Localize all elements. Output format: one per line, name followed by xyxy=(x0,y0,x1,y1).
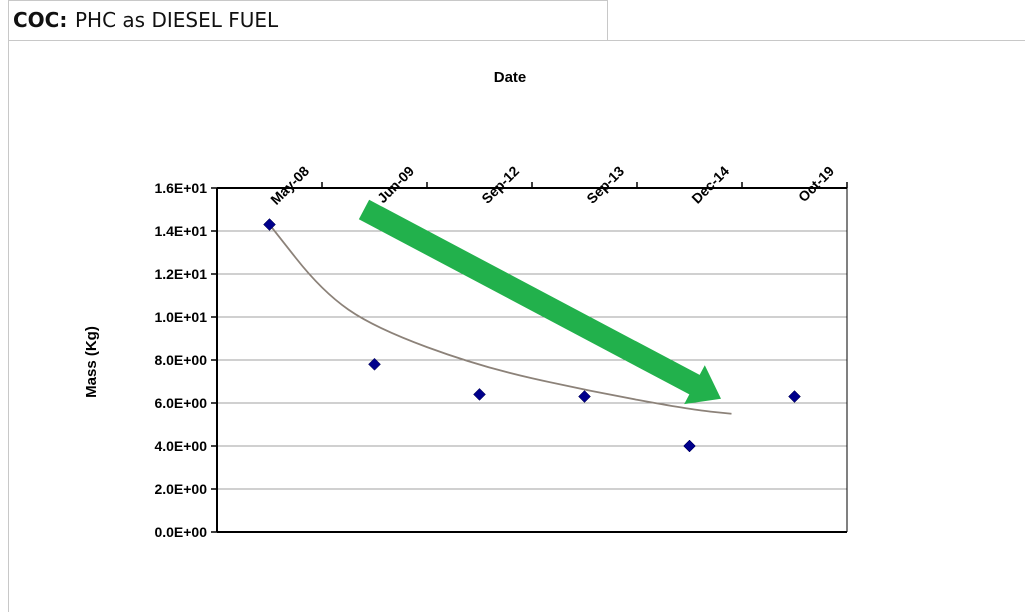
coc-cell: COC: PHC as DIESEL FUEL xyxy=(8,0,608,40)
y-tick-label-0: 0.0E+00 xyxy=(154,524,207,540)
y-tick-label-3: 6.0E+00 xyxy=(154,395,207,411)
y-axis-title: Mass (Kg) xyxy=(83,326,100,398)
data-point-1 xyxy=(368,357,381,371)
data-point-5 xyxy=(788,390,801,403)
trend-arrow xyxy=(358,199,722,405)
data-point-4 xyxy=(683,439,696,453)
x-axis-title: Date xyxy=(494,69,527,86)
trend-arrow-shape xyxy=(358,199,722,405)
trendline xyxy=(268,223,732,415)
y-tick-label-7: 1.4E+01 xyxy=(154,223,207,239)
y-tick-label-1: 2.0E+00 xyxy=(154,481,207,497)
coc-value: PHC as DIESEL FUEL xyxy=(75,8,279,32)
y-tick-label-2: 4.0E+00 xyxy=(154,438,207,454)
y-tick-label-5: 1.0E+01 xyxy=(154,309,207,325)
data-point-2 xyxy=(473,388,486,401)
data-point-3 xyxy=(578,390,591,403)
sheet-left-border xyxy=(8,40,9,612)
y-tick-label-6: 1.2E+01 xyxy=(154,266,207,282)
data-point-0 xyxy=(263,218,276,231)
coc-label: COC: xyxy=(13,8,68,32)
y-tick-label-4: 8.0E+00 xyxy=(154,352,207,368)
coc-header-row: COC: PHC as DIESEL FUEL xyxy=(8,0,1025,41)
y-tick-label-8: 1.6E+01 xyxy=(154,180,207,196)
